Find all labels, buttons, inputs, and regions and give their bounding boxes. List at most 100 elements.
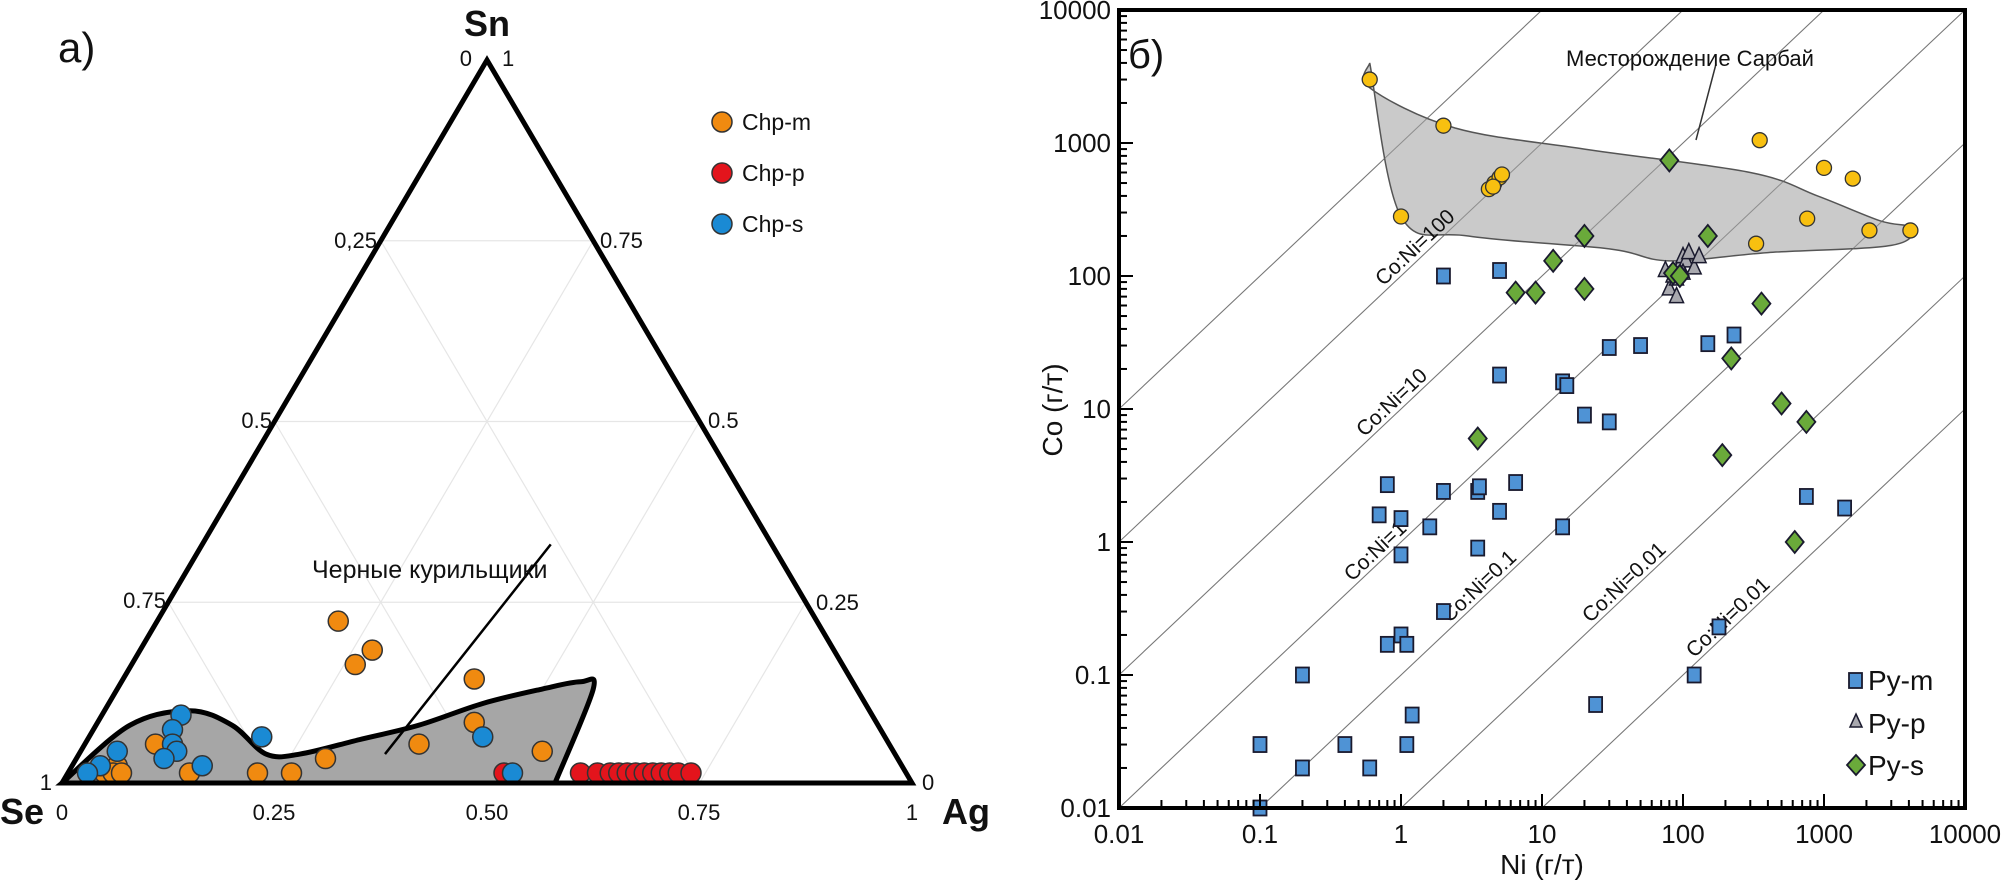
point-py-m	[1508, 474, 1524, 491]
ratio-line	[1119, 10, 1825, 676]
point-py-m	[1472, 478, 1487, 496]
point-sarbai	[1861, 222, 1878, 239]
point-chp-m	[246, 762, 269, 784]
x-tick-label: 10	[1528, 819, 1557, 849]
ternary-frame	[57, 55, 917, 786]
point-py-s	[1467, 426, 1488, 451]
y-tick-label: 1000	[1053, 128, 1111, 158]
black-smokers-leader-line	[384, 543, 552, 755]
point-sarbai	[1902, 222, 1919, 239]
x-tick-label: 100	[1661, 819, 1704, 849]
point-chp-m	[344, 653, 366, 676]
x-tick-label: 1000	[1795, 819, 1853, 849]
x-tick-label: 0.01	[1094, 819, 1145, 849]
point-py-m	[1362, 759, 1378, 777]
point-chp-m	[463, 668, 485, 690]
point-py-m	[1399, 635, 1415, 653]
point-chp-m	[110, 762, 133, 784]
point-chp-m	[408, 733, 430, 755]
legend-item-chp-s: Chp-s	[711, 211, 803, 237]
grid-line-ag	[273, 240, 594, 784]
legend-marker-py-s	[1845, 753, 1867, 777]
legend-label-py-s: Py-s	[1868, 750, 1924, 781]
point-chp-m	[280, 762, 303, 784]
tick-right-0.75: 0.75	[600, 228, 643, 253]
y-tick-label: 100	[1068, 261, 1111, 291]
sarbai-label: Месторождение Сарбай	[1566, 46, 1814, 71]
point-sarbai	[1747, 235, 1765, 252]
tick-bottom-0.50: 0.50	[466, 800, 509, 825]
point-chp-s	[191, 755, 213, 777]
point-py-s	[1712, 442, 1733, 468]
point-py-m	[1295, 666, 1310, 684]
point-py-m	[1726, 326, 1742, 344]
tick-right-0.25: 0.25	[816, 590, 859, 615]
legend-item-py-p: Py-p	[1848, 708, 1926, 739]
tick-left-0: 0	[460, 46, 472, 71]
point-py-m	[1393, 546, 1409, 564]
point-py-m	[1798, 488, 1814, 505]
co-ni-legend: Py-m Py-p Py-s	[1845, 665, 1933, 781]
y-tick-label: 10	[1082, 394, 1111, 424]
tick-right-0.5: 0.5	[708, 408, 739, 433]
x-tick-label: 0.1	[1242, 819, 1278, 849]
point-py-m	[1399, 736, 1415, 753]
point-py-m	[1633, 337, 1648, 354]
point-py-s	[1771, 391, 1792, 416]
point-py-m	[1601, 413, 1617, 431]
point-py-m	[1559, 377, 1575, 394]
point-sarbai	[1435, 117, 1452, 134]
point-py-m	[1577, 406, 1592, 424]
legend-label-chp-m: Chp-m	[742, 109, 811, 135]
legend-marker-chp-m	[711, 111, 733, 133]
point-chp-m	[327, 610, 349, 632]
point-py-m	[1436, 267, 1451, 285]
legend-marker-chp-p	[711, 162, 733, 184]
point-py-m	[1492, 366, 1507, 384]
vertex-label-se: Se	[0, 791, 44, 832]
point-chp-m	[361, 639, 383, 661]
point-py-m	[1555, 518, 1571, 536]
point-chp-s	[153, 747, 175, 770]
ratio-label: Co:Ni=0.01	[1578, 538, 1671, 627]
legend-label-py-m: Py-m	[1868, 665, 1933, 696]
tick-bottom-1: 1	[906, 800, 918, 825]
point-py-s	[1697, 223, 1718, 249]
y-tick-label: 0.1	[1075, 660, 1111, 690]
point-py-p	[1661, 278, 1678, 296]
x-tick-label: 10000	[1929, 819, 2001, 849]
axis-ticks	[1118, 9, 1966, 809]
legend-item-py-s: Py-s	[1845, 750, 1924, 781]
tick-bottom-0.25: 0.25	[253, 800, 296, 825]
legend-marker-py-m	[1848, 672, 1863, 689]
point-py-m	[1837, 499, 1853, 517]
ratio-line	[1119, 10, 1543, 410]
tick-bottom-0.75: 0.75	[678, 800, 721, 825]
point-chp-s	[106, 740, 128, 763]
black-smokers-label: Черные курильщики	[312, 556, 547, 584]
ratio-line	[1119, 10, 1965, 808]
point-py-m	[1700, 335, 1716, 353]
point-py-m	[1404, 706, 1420, 724]
point-py-s	[1669, 263, 1691, 289]
point-py-m	[1711, 618, 1727, 636]
ratio-line	[1119, 10, 1965, 808]
point-py-p	[1690, 245, 1708, 264]
legend-item-py-m: Py-m	[1848, 665, 1933, 696]
legend-label-chp-p: Chp-p	[742, 160, 805, 186]
point-py-m	[1379, 476, 1395, 494]
tick-left-0.5: 0.5	[241, 408, 272, 433]
point-chp-s	[76, 762, 99, 784]
point-py-m	[1371, 506, 1387, 524]
ratio-lines-overlay	[1119, 10, 1965, 808]
point-sarbai	[1815, 159, 1833, 177]
ternary-plot: Черные курильщики а) Sn Se Ag 0 0,25 0.5…	[0, 3, 990, 832]
point-py-s	[1659, 147, 1680, 173]
vertex-label-sn: Sn	[464, 3, 510, 44]
point-py-m	[1422, 518, 1438, 536]
y-tick-label: 0.01	[1060, 793, 1111, 823]
panel-label-b: б)	[1128, 33, 1164, 77]
y-tick-label: 1	[1097, 527, 1111, 557]
